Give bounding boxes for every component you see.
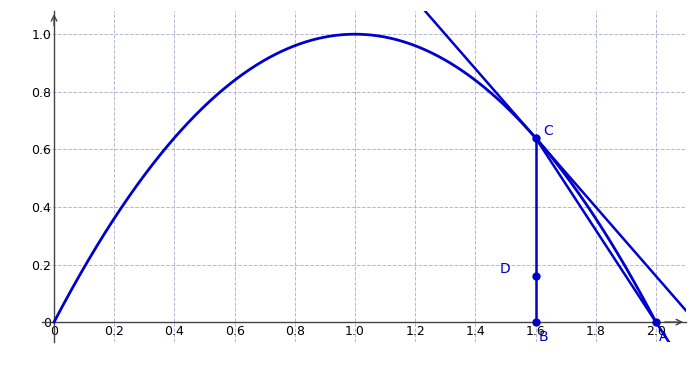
Text: C: C [543,124,553,138]
Text: B: B [538,330,548,344]
Text: D: D [499,262,510,276]
Text: A: A [659,330,668,344]
